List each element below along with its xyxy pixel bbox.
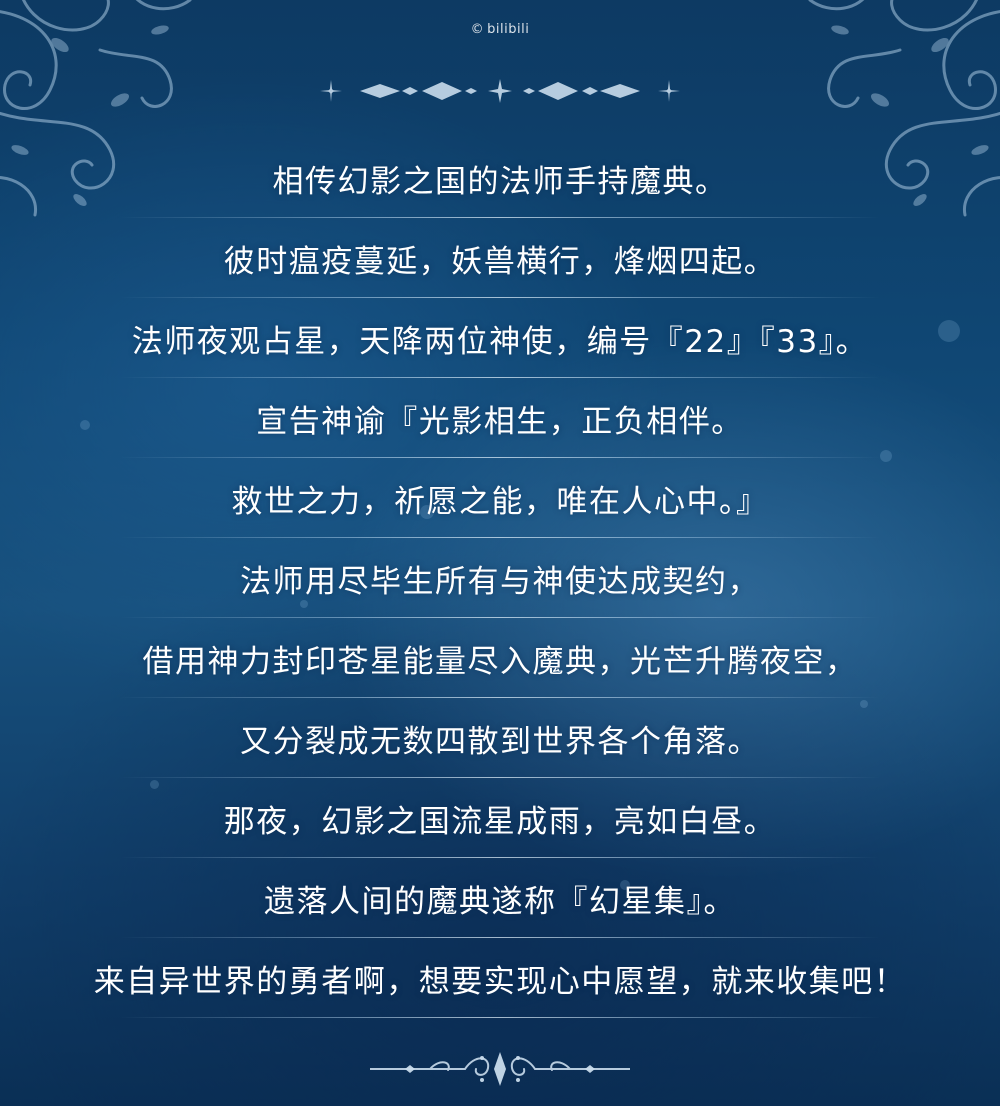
bokeh-light xyxy=(880,450,892,462)
bokeh-light xyxy=(80,420,90,430)
bokeh-light xyxy=(420,505,434,519)
bokeh-light xyxy=(938,320,960,342)
story-line: 借用神力封印苍星能量尽入魔典，光芒升腾夜空， xyxy=(0,618,1000,698)
story-line: 相传幻影之国的法师手持魔典。 xyxy=(0,138,1000,218)
watermark-brand: bilibili xyxy=(487,22,530,37)
copyright-icon: © xyxy=(470,22,485,37)
bokeh-light xyxy=(300,600,308,608)
bokeh-light xyxy=(860,700,868,708)
story-line: 救世之力，祈愿之能，唯在人心中。』 xyxy=(0,458,1000,538)
floral-corner-right xyxy=(808,0,1000,217)
story-line: 那夜，幻影之国流星成雨，亮如白昼。 xyxy=(0,778,1000,858)
bottom-ornament-flourish xyxy=(370,1052,630,1086)
story-line: 法师用尽毕生所有与神使达成契约， xyxy=(0,538,1000,618)
floral-corner-left xyxy=(0,0,192,217)
story-text: 相传幻影之国的法师手持魔典。 彼时瘟疫蔓延，妖兽横行，烽烟四起。 法师夜观占星，… xyxy=(0,138,1000,1018)
story-line: 法师夜观占星，天降两位神使，编号『22』『33』。 xyxy=(0,298,1000,378)
story-line: 宣告神谕『光影相生，正负相伴。 xyxy=(0,378,1000,458)
top-ornament-divider xyxy=(320,79,680,103)
story-line: 彼时瘟疫蔓延，妖兽横行，烽烟四起。 xyxy=(0,218,1000,298)
bokeh-light xyxy=(150,780,159,789)
story-line: 来自异世界的勇者啊，想要实现心中愿望，就来收集吧！ xyxy=(0,938,1000,1018)
story-line: 又分裂成无数四散到世界各个角落。 xyxy=(0,698,1000,778)
bilibili-watermark: © bilibili xyxy=(0,22,1000,37)
story-line: 遗落人间的魔典遂称『幻星集』。 xyxy=(0,858,1000,938)
bokeh-light xyxy=(620,880,630,890)
